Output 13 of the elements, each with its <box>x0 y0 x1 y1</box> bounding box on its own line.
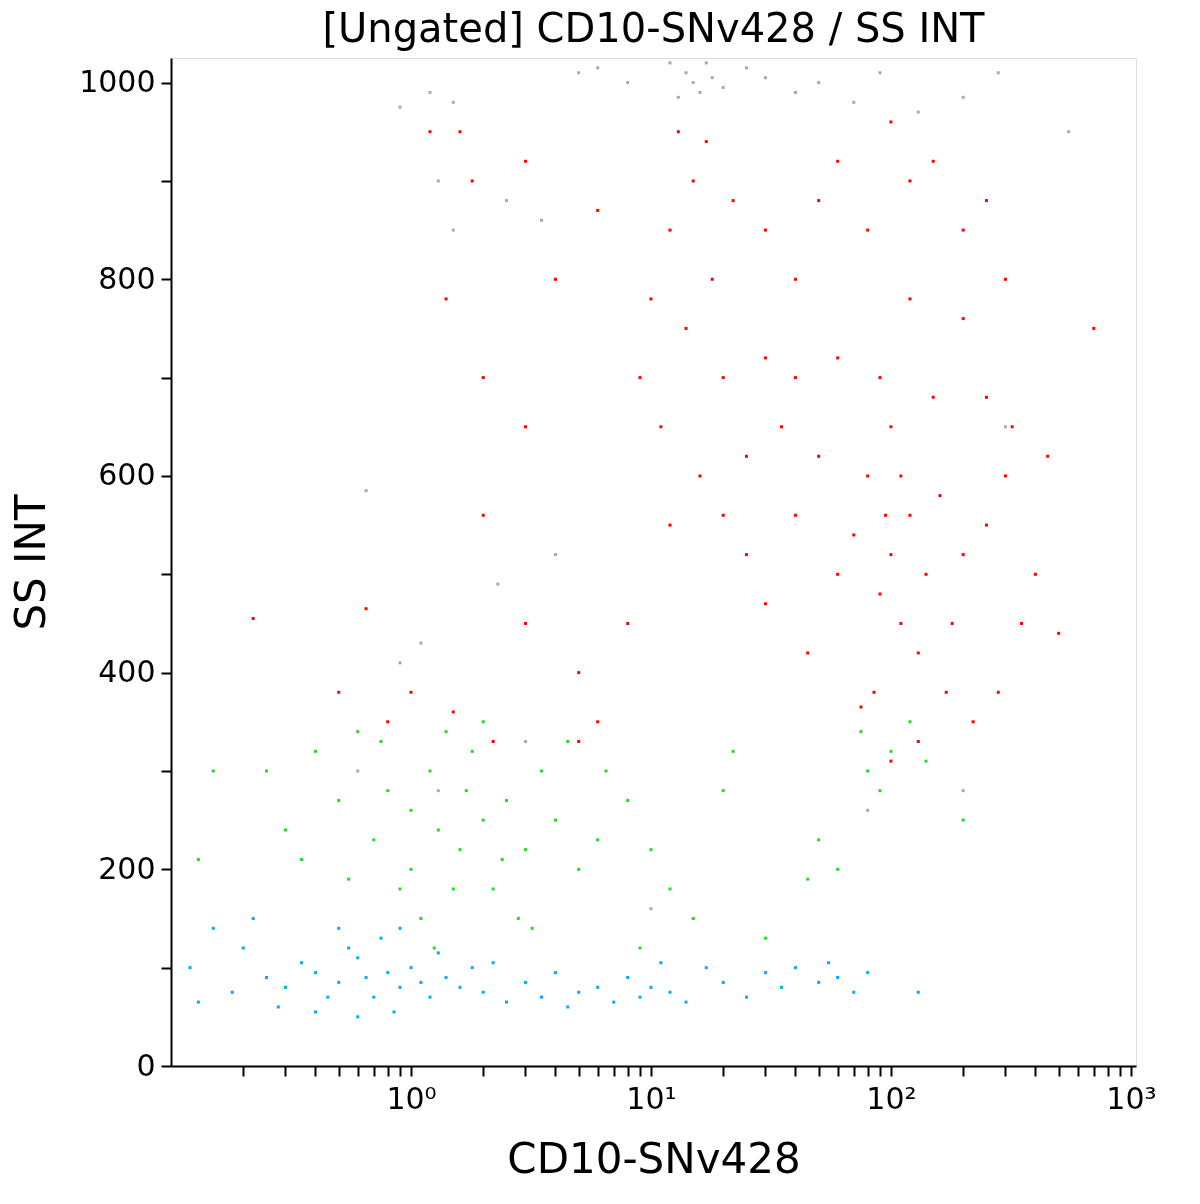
y-tick-label: 0 <box>136 1047 156 1083</box>
x-tick-label: 10² <box>866 1080 917 1116</box>
x-tick-label: 10¹ <box>626 1080 677 1116</box>
x-tick-label: 10³ <box>1106 1080 1157 1116</box>
x-axis-title: CD10-SNv428 <box>507 1133 801 1183</box>
y-axis-title: SS INT <box>6 494 56 631</box>
y-tick-label: 800 <box>98 260 156 296</box>
y-tick-label: 400 <box>98 654 156 690</box>
y-tick-label: 200 <box>98 850 156 886</box>
y-tick-label: 1000 <box>79 64 156 100</box>
y-tick-label: 600 <box>98 457 156 493</box>
chart-title: [Ungated] CD10-SNv428 / SS INT <box>322 5 986 51</box>
x-tick-label: 10⁰ <box>386 1080 437 1116</box>
